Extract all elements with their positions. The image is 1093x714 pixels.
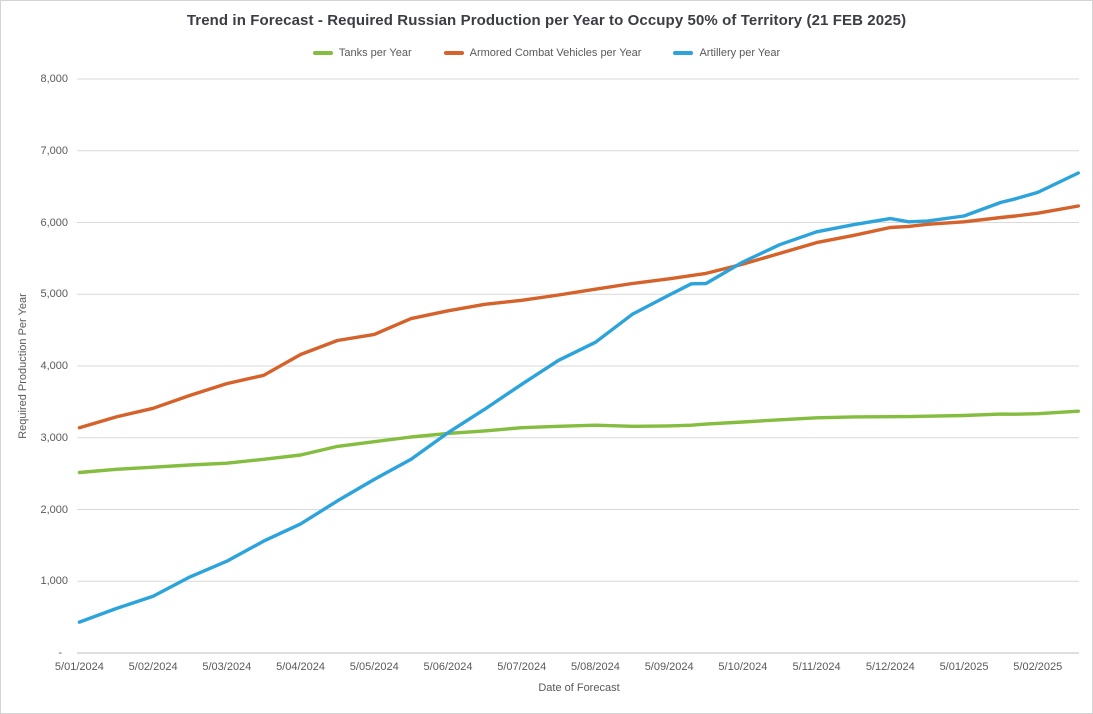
legend-label: Tanks per Year — [338, 47, 412, 59]
x-axis-title: Date of Forecast — [538, 682, 620, 694]
y-tick-label: 8,000 — [40, 73, 68, 85]
legend-item-tanks-per-year[interactable]: Tanks per Year — [312, 47, 412, 59]
y-tick-label: 7,000 — [40, 144, 68, 157]
series-line-tanks-per-year — [77, 409, 1081, 475]
legend-swatch-icon — [312, 51, 333, 55]
legend-swatch-icon — [673, 51, 694, 55]
x-tick-label: 5/03/2024 — [202, 661, 252, 673]
x-tick-label: 5/10/2024 — [718, 661, 768, 673]
x-tick-label: 5/09/2024 — [644, 661, 694, 673]
chart-title: Trend in Forecast - Required Russian Pro… — [186, 12, 907, 29]
x-tick-label: 5/01/2025 — [939, 661, 989, 673]
legend-label: Artillery per Year — [699, 47, 781, 59]
legend-item-artillery-per-year[interactable]: Artillery per Year — [673, 47, 780, 59]
x-tick-label: 5/11/2024 — [792, 661, 841, 673]
x-tick-label: 5/01/2024 — [54, 661, 104, 673]
legend: Tanks per Year Armored Combat Vehicles pe… — [1, 47, 1092, 59]
y-tick-label: 5,000 — [40, 288, 68, 301]
legend-label: Armored Combat Vehicles per Year — [469, 47, 642, 59]
x-tick-label: 5/12/2024 — [865, 661, 915, 673]
x-tick-label: 5/06/2024 — [423, 661, 473, 673]
series-line-armored-combat-vehicles-per-year — [77, 204, 1081, 430]
y-tick-label: 1,000 — [40, 575, 68, 588]
x-tick-label: 5/04/2024 — [276, 661, 326, 673]
series-line-artillery-per-year — [77, 171, 1081, 624]
legend-swatch-icon — [443, 51, 464, 55]
x-tick-label: 5/05/2024 — [349, 661, 399, 673]
y-tick-label: - — [58, 647, 62, 659]
x-tick-label: 5/07/2024 — [497, 661, 547, 673]
y-tick-label: 2,000 — [40, 503, 68, 516]
legend-item-armored-combat-vehicles-per-year[interactable]: Armored Combat Vehicles per Year — [443, 47, 642, 59]
y-tick-label: 4,000 — [40, 360, 68, 372]
y-tick-label: 3,000 — [40, 431, 68, 444]
y-tick-label: 6,000 — [40, 216, 68, 229]
x-tick-label: 5/08/2024 — [570, 661, 620, 673]
x-tick-label: 5/02/2025 — [1013, 661, 1063, 673]
x-tick-label: 5/02/2024 — [128, 661, 178, 673]
